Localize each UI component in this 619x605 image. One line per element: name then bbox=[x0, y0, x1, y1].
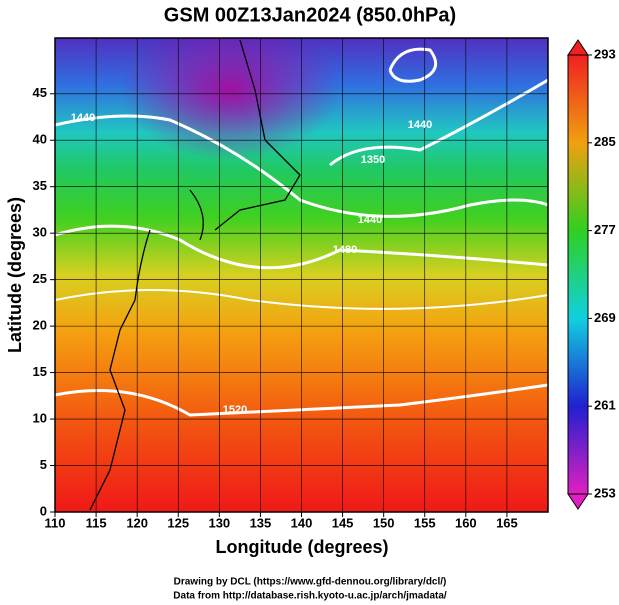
colorbar-tick-label: 269 bbox=[594, 310, 616, 325]
y-tick-label: 45 bbox=[33, 85, 47, 100]
colorbar-extend bbox=[567, 493, 589, 510]
footer: Data from http://database.rish.kyoto-u.a… bbox=[173, 591, 447, 602]
chart-title: GSM 00Z13Jan2024 (850.0hPa) bbox=[164, 4, 456, 26]
x-tick-label: 150 bbox=[373, 515, 395, 530]
x-tick-label: 115 bbox=[86, 515, 107, 530]
colorbar-tick-label: 261 bbox=[594, 398, 616, 413]
footer: Drawing by DCL (https://www.gfd-dennou.o… bbox=[174, 577, 447, 588]
contour-label: 1350 bbox=[361, 154, 385, 166]
y-tick-label: 35 bbox=[33, 178, 47, 193]
contour-label: 1440 bbox=[71, 112, 95, 124]
colorbar-tick-label: 285 bbox=[594, 134, 616, 149]
y-tick-label: 0 bbox=[40, 503, 47, 518]
y-axis-label: Latitude (degrees) bbox=[5, 197, 25, 353]
x-tick-label: 125 bbox=[167, 515, 189, 530]
colorbar-tick-label: 293 bbox=[594, 46, 616, 61]
x-tick-label: 130 bbox=[208, 515, 230, 530]
x-tick-label: 145 bbox=[332, 515, 354, 530]
contour-label: 1440 bbox=[358, 214, 382, 226]
contour-label: 1440 bbox=[408, 119, 432, 131]
contour-label: 1520 bbox=[223, 404, 247, 416]
colorbar-tick-label: 253 bbox=[594, 485, 616, 500]
colorbar-tick-label: 277 bbox=[594, 222, 616, 237]
colorbar-extend bbox=[567, 39, 589, 56]
y-tick-label: 5 bbox=[40, 457, 47, 472]
x-tick-label: 135 bbox=[250, 515, 272, 530]
x-tick-label: 120 bbox=[126, 515, 148, 530]
x-tick-label: 165 bbox=[496, 515, 518, 530]
y-tick-label: 25 bbox=[33, 271, 47, 286]
contour-label: 1480 bbox=[333, 244, 357, 256]
x-tick-label: 155 bbox=[414, 515, 436, 530]
y-tick-label: 30 bbox=[33, 225, 47, 240]
y-tick-label: 20 bbox=[33, 318, 47, 333]
x-tick-label: 140 bbox=[291, 515, 313, 530]
x-tick-label: 160 bbox=[455, 515, 477, 530]
x-axis-label: Longitude (degrees) bbox=[215, 537, 388, 557]
colorbar bbox=[567, 54, 589, 495]
y-tick-label: 40 bbox=[33, 132, 47, 147]
y-tick-label: 10 bbox=[33, 410, 47, 425]
y-tick-label: 15 bbox=[33, 364, 47, 379]
x-tick-label: 110 bbox=[45, 515, 66, 530]
